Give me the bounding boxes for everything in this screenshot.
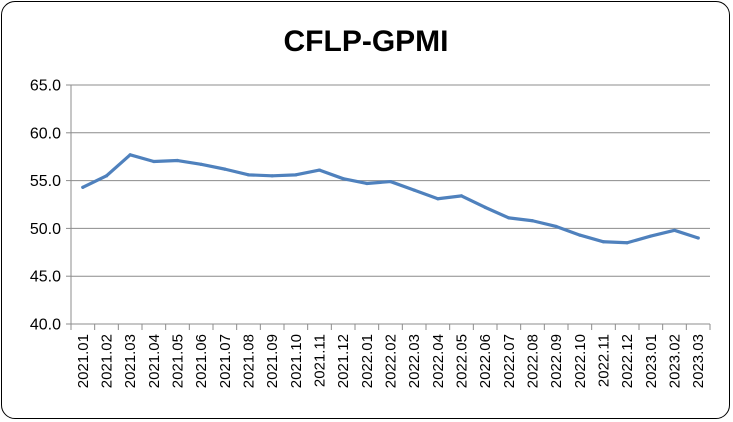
data-point: [388, 179, 393, 184]
x-tick-label: 2022.08: [525, 334, 542, 388]
series-layer: [81, 153, 700, 245]
x-tick-label: 2021.01: [75, 334, 92, 388]
y-tick-label: 65.0: [30, 78, 61, 95]
data-point: [246, 173, 251, 177]
x-tick-label: 2021.09: [264, 334, 281, 388]
x-axis-ticks: 2021.01 2021.02 2021.03 2021.04 2021.05 2021.…: [75, 334, 707, 388]
data-point: [625, 241, 629, 245]
data-point: [175, 158, 180, 163]
x-tick-label: 2022.05: [454, 334, 471, 388]
y-tick-label: 60.0: [30, 125, 61, 142]
axes: [66, 84, 711, 330]
data-point: [436, 197, 440, 201]
x-tick-label: 2021.08: [241, 334, 258, 388]
data-point: [199, 162, 203, 166]
gridlines: [71, 84, 710, 277]
series-line: [81, 153, 700, 245]
x-tick-label: 2021.12: [335, 334, 352, 388]
y-tick-label: 55.0: [30, 173, 61, 190]
x-tick-label: 2021.05: [170, 334, 187, 388]
data-point: [578, 233, 582, 237]
x-tick-label: 2022.03: [406, 334, 423, 388]
y-tick-label: 50.0: [30, 221, 61, 238]
x-tick-label: 2022.06: [477, 334, 494, 388]
data-point: [601, 240, 606, 244]
x-tick-label: 2022.04: [430, 334, 447, 388]
data-point: [104, 174, 109, 178]
data-point: [649, 234, 653, 238]
x-tick-label: 2021.04: [146, 334, 163, 388]
y-tick-label: 40.0: [30, 317, 61, 334]
x-tick-label: 2022.10: [572, 334, 589, 388]
x-tick-label: 2022.11: [596, 334, 613, 387]
data-point: [223, 167, 227, 171]
x-tick-label: 2021.03: [122, 334, 139, 388]
chart-title: CFLP-GPMI: [284, 25, 449, 58]
x-tick-label: 2022.01: [359, 334, 376, 388]
x-tick-label: 2022.07: [501, 334, 518, 388]
data-point: [672, 228, 677, 232]
data-point: [152, 159, 156, 164]
data-point: [507, 216, 511, 220]
data-point: [341, 177, 345, 181]
data-point: [365, 181, 369, 186]
data-point: [530, 219, 535, 223]
data-point: [483, 205, 487, 209]
data-point: [81, 185, 85, 189]
data-point: [270, 174, 274, 178]
x-tick-label: 2023.03: [690, 334, 707, 388]
data-point: [696, 236, 700, 240]
x-tick-label: 2021.07: [217, 334, 234, 388]
data-point: [412, 188, 416, 192]
y-tick-label: 45.0: [30, 269, 61, 286]
x-tick-label: 2022.12: [619, 334, 636, 388]
x-tick-label: 2021.10: [288, 334, 305, 388]
data-point: [459, 194, 464, 198]
data-point: [317, 168, 322, 172]
x-tick-label: 2023.02: [667, 334, 684, 388]
x-tick-label: 2021.11: [312, 334, 329, 387]
x-tick-label: 2022.02: [383, 334, 400, 388]
data-point: [554, 224, 558, 229]
x-tick-label: 2022.09: [548, 334, 565, 388]
data-point: [128, 153, 132, 157]
x-tick-label: 2021.06: [193, 334, 210, 388]
data-point: [294, 173, 298, 177]
y-axis-ticks: 40.0 45.0 50.0 55.0 60.0 65.0: [30, 78, 61, 334]
x-tick-label: 2023.01: [643, 334, 660, 388]
x-tick-label: 2021.02: [99, 334, 116, 388]
